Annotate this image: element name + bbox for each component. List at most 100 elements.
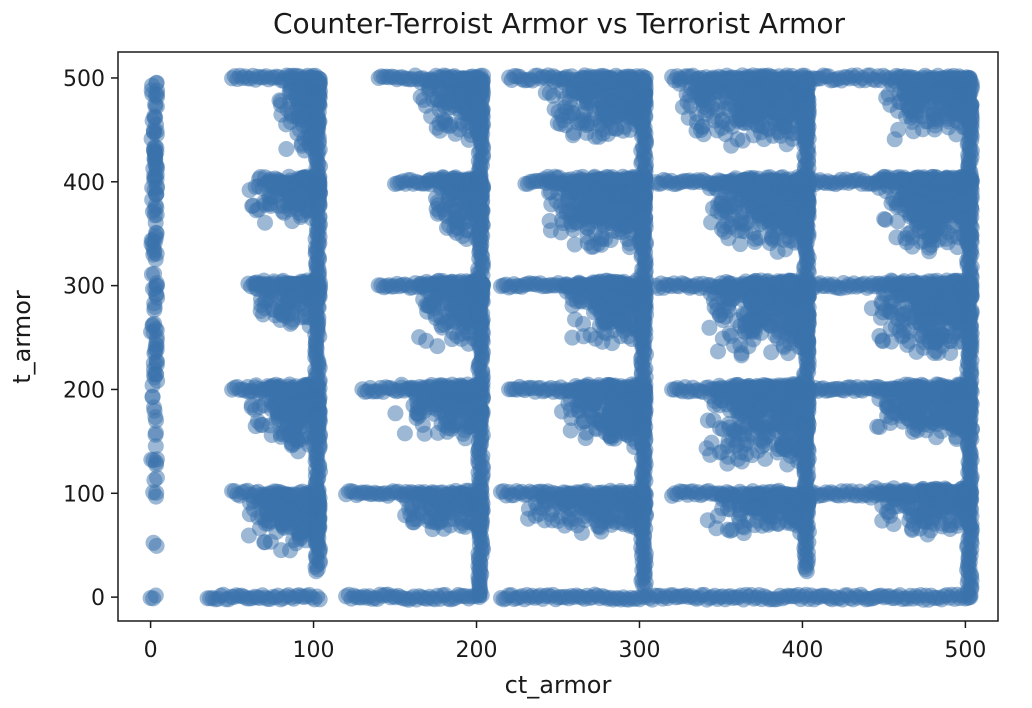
- data-point: [146, 108, 163, 125]
- data-point: [423, 108, 440, 125]
- data-point: [735, 98, 751, 115]
- data-point: [572, 112, 589, 129]
- data-point: [769, 204, 786, 221]
- data-point: [145, 122, 162, 139]
- data-point: [148, 353, 165, 370]
- data-point: [576, 413, 593, 430]
- data-point: [454, 325, 471, 342]
- data-point: [555, 112, 572, 129]
- data-point: [562, 422, 579, 439]
- data-point: [146, 399, 162, 416]
- data-point: [725, 422, 742, 439]
- data-point: [745, 305, 762, 322]
- data-point: [609, 107, 626, 124]
- data-point: [720, 115, 737, 132]
- data-point: [606, 505, 623, 522]
- data-point: [295, 418, 312, 435]
- data-point: [247, 401, 263, 418]
- data-point: [146, 201, 163, 218]
- data-point: [419, 303, 436, 320]
- data-point: [447, 125, 464, 142]
- data-point: [745, 331, 762, 348]
- data-point: [145, 452, 162, 468]
- data-point: [278, 141, 295, 157]
- data-point: [591, 317, 608, 334]
- data-point: [147, 156, 164, 173]
- data-point: [576, 397, 593, 414]
- data-point: [432, 512, 449, 529]
- data-point: [743, 447, 760, 464]
- data-point: [782, 412, 799, 429]
- data-point: [703, 434, 720, 451]
- data-point: [616, 414, 633, 431]
- data-point: [608, 200, 625, 217]
- data-point: [593, 88, 610, 105]
- data-point: [429, 205, 446, 222]
- data-point: [443, 407, 460, 424]
- data-point: [143, 266, 160, 283]
- data-points: [142, 67, 980, 608]
- data-point: [145, 534, 162, 551]
- data-point: [148, 412, 164, 429]
- data-point: [252, 303, 269, 319]
- data-point: [273, 542, 290, 559]
- data-point: [567, 511, 584, 527]
- data-point: [147, 251, 164, 268]
- data-point: [425, 91, 442, 108]
- data-point: [564, 329, 581, 346]
- data-point: [563, 216, 580, 233]
- data-point: [387, 405, 404, 422]
- data-point: [146, 234, 163, 251]
- data-point: [527, 507, 544, 524]
- data-point: [782, 319, 799, 336]
- data-point: [436, 316, 453, 333]
- data-point: [457, 188, 473, 205]
- data-point: [147, 424, 164, 441]
- data-point: [616, 311, 633, 327]
- data-point: [288, 535, 304, 552]
- data-point: [143, 82, 160, 99]
- data-point: [732, 191, 749, 208]
- data-point: [143, 323, 160, 340]
- data-point: [285, 503, 302, 520]
- data-point: [696, 98, 712, 115]
- data-point: [241, 506, 258, 523]
- data-point: [701, 319, 718, 336]
- data-point: [148, 286, 165, 303]
- data-point: [747, 230, 764, 247]
- data-point: [396, 425, 413, 442]
- data-point: [265, 301, 282, 318]
- data-point: [282, 290, 298, 307]
- data-point: [756, 436, 773, 453]
- data-point: [411, 502, 428, 518]
- data-point: [256, 534, 273, 551]
- data-point: [241, 182, 258, 199]
- data-point: [146, 140, 162, 157]
- data-point: [146, 301, 163, 318]
- data-point: [733, 345, 750, 362]
- data-point: [563, 410, 580, 426]
- data-point: [447, 303, 464, 320]
- data-point: [272, 425, 289, 442]
- data-point: [602, 428, 619, 445]
- data-point: [418, 332, 435, 349]
- data-point: [711, 307, 728, 324]
- data-point: [763, 104, 780, 121]
- data-point: [734, 518, 751, 535]
- data-point: [420, 512, 437, 529]
- data-point: [284, 192, 301, 209]
- data-point: [453, 113, 470, 130]
- data-point: [778, 136, 795, 153]
- data-point: [719, 437, 736, 454]
- data-point: [148, 366, 165, 383]
- data-point: [147, 96, 164, 113]
- data-point: [247, 418, 264, 435]
- data-point: [274, 513, 291, 530]
- data-point: [752, 401, 769, 418]
- data-point: [734, 132, 751, 149]
- data-point: [601, 301, 618, 318]
- data-point: [240, 527, 257, 544]
- data-point: [542, 506, 559, 523]
- data-point: [577, 210, 594, 227]
- data-point: [431, 122, 448, 139]
